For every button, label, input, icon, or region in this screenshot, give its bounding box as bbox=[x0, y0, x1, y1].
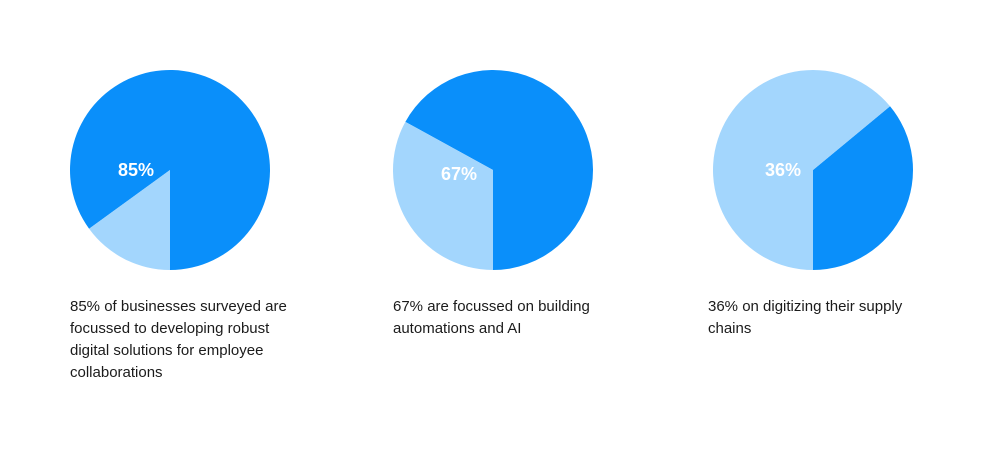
pie-chart-3-svg: 36% bbox=[713, 70, 913, 270]
pie-2-slice-1 bbox=[405, 70, 593, 271]
pie-chart-1-caption: 85% of businesses surveyed are focussed … bbox=[70, 298, 287, 381]
pie-chart-3: 36% 36% on digitizing their supply chain… bbox=[708, 0, 968, 450]
pie-2-value-label: 67% bbox=[441, 164, 477, 184]
pie-chart-1-svg: 85% bbox=[70, 70, 271, 270]
pie-chart-2-caption: 67% are focussed on building automations… bbox=[393, 298, 590, 337]
pie-chart-1: 85% 85% of businesses surveyed are focus… bbox=[70, 0, 330, 450]
pie-chart-3-caption: 36% on digitizing their supply chains bbox=[708, 298, 903, 337]
pie-chart-2: 67% 67% are focussed on building automat… bbox=[393, 0, 653, 450]
pie-1-slice-1 bbox=[70, 70, 271, 270]
pie-2-slice-2 bbox=[393, 121, 493, 270]
pie-3-slice-1 bbox=[813, 106, 913, 270]
pie-chart-2-svg: 67% bbox=[393, 70, 593, 271]
pie-1-value-label: 85% bbox=[118, 160, 154, 180]
pie-3-value-label: 36% bbox=[765, 160, 801, 180]
pie-3-slice-2 bbox=[713, 70, 891, 270]
pie-1-slice-2 bbox=[89, 170, 170, 270]
